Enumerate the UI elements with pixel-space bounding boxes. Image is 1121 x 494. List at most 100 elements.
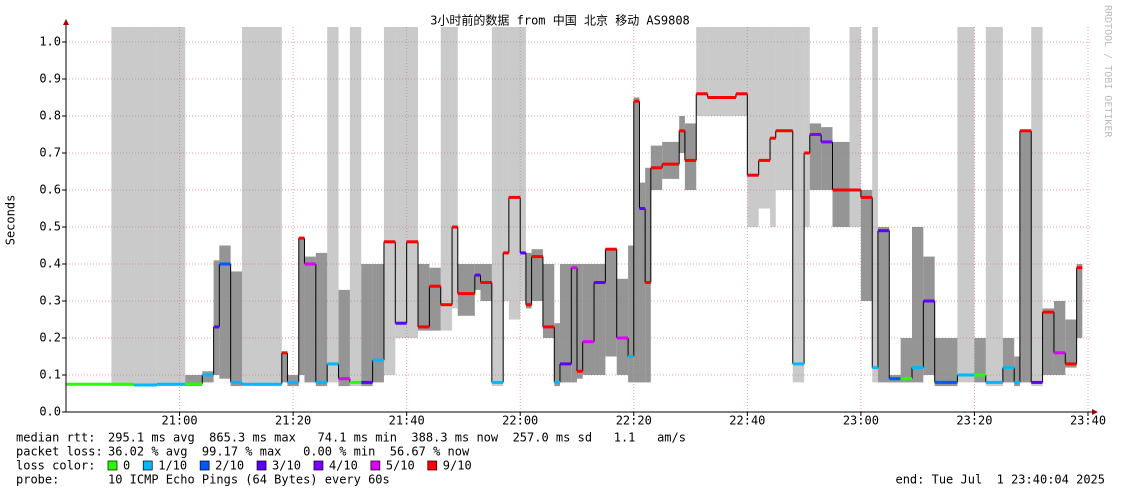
smoke	[457, 264, 475, 316]
x-tick-label: 21:20	[275, 414, 311, 428]
smoke	[582, 264, 595, 375]
smoke	[202, 371, 214, 383]
y-tick-label: 0.6	[39, 183, 61, 197]
legend-label: 3/10	[272, 459, 301, 473]
smoke	[872, 27, 878, 383]
smoke	[230, 271, 243, 387]
smoke	[747, 27, 759, 227]
smoke	[134, 27, 157, 387]
x-tick-label: 22:20	[616, 414, 652, 428]
stats-label: median rtt:	[16, 431, 95, 445]
smoke	[429, 267, 441, 331]
smoke	[616, 278, 629, 375]
y-tick-label: 0.9	[39, 72, 61, 86]
smoke	[594, 264, 606, 375]
smoke	[809, 123, 822, 190]
smoke	[696, 27, 708, 116]
y-tick-label: 1.0	[39, 35, 61, 49]
smoke	[923, 256, 935, 375]
smoke	[111, 27, 135, 387]
chart-title: 3小时前的数据 from 中国 北京 移动 AS9808	[430, 13, 690, 28]
smoke	[900, 338, 912, 383]
legend-label: 5/10	[386, 459, 415, 473]
smoke	[934, 338, 958, 387]
smoke	[440, 27, 453, 331]
legend-swatch	[107, 460, 118, 471]
smoke	[639, 182, 646, 383]
smoke	[327, 27, 339, 383]
smoke	[792, 27, 805, 383]
smoke	[525, 252, 532, 309]
smoke	[1031, 27, 1043, 387]
probe-label: probe:	[16, 473, 59, 487]
y-tick-label: 0.2	[39, 331, 61, 345]
x-tick-label: 21:00	[161, 414, 197, 428]
smoke	[298, 238, 305, 375]
smoke	[242, 27, 282, 387]
smoke	[554, 323, 560, 387]
legend-swatch	[313, 460, 324, 471]
smoke	[418, 264, 430, 331]
x-tick-label: 23:20	[956, 414, 992, 428]
smoke	[156, 27, 186, 387]
smoke	[832, 141, 850, 227]
legend-label: loss color:	[16, 459, 95, 473]
legend-swatch	[370, 460, 381, 471]
smoke	[474, 264, 481, 290]
smoke	[605, 249, 617, 357]
x-tick-label: 21:40	[389, 414, 425, 428]
smoke	[1042, 308, 1054, 375]
end-time: end: Tue Jul 1 23:40:04 2025	[895, 473, 1105, 487]
y-tick-label: 0.4	[39, 257, 61, 271]
legend-label: 4/10	[329, 459, 358, 473]
smoke	[684, 123, 697, 190]
smoke	[383, 27, 396, 375]
smoke	[707, 27, 719, 116]
smoke	[304, 256, 316, 383]
watermark: RRDTOOL / TOBI OETIKER	[1102, 5, 1113, 138]
y-tick-label: 0.3	[39, 294, 61, 308]
stats-label: packet loss:	[16, 445, 103, 459]
smoke	[718, 27, 736, 116]
smoke	[679, 116, 685, 153]
legend-swatch	[256, 460, 267, 471]
smoke	[770, 27, 776, 227]
stats-text: 36.02 % avg 99.17 % max 0.00 % min 56.67…	[108, 445, 470, 459]
smoke	[542, 264, 555, 338]
smoke	[860, 190, 873, 301]
legend-swatch	[142, 460, 153, 471]
smoke	[804, 27, 810, 227]
smoke	[633, 97, 640, 383]
x-tick-label: 23:00	[843, 414, 879, 428]
probe-text: 10 ICMP Echo Pings (64 Bytes) every 60s	[108, 473, 390, 487]
smoke	[1065, 319, 1077, 368]
smoke	[491, 27, 504, 387]
smoke	[628, 245, 634, 383]
smoke	[508, 27, 521, 320]
smoke	[503, 27, 509, 301]
legend-label: 9/10	[443, 459, 472, 473]
plot-area	[66, 27, 1083, 387]
smoke	[1002, 338, 1015, 383]
smoke	[531, 249, 543, 301]
legend-label: 2/10	[215, 459, 244, 473]
smoke	[372, 264, 384, 383]
smoke	[571, 264, 577, 383]
y-axis-label: Seconds	[4, 195, 18, 246]
y-tick-label: 0.1	[39, 368, 61, 382]
smoke	[287, 375, 299, 387]
smoke	[281, 352, 288, 383]
x-tick-label: 22:00	[502, 414, 538, 428]
x-tick-label: 23:40	[1070, 414, 1106, 428]
smoke	[985, 27, 1003, 387]
smoke	[775, 27, 793, 190]
smoke	[662, 141, 680, 179]
smoke	[577, 264, 583, 379]
y-tick-label: 0.8	[39, 109, 61, 123]
smoke	[395, 27, 407, 338]
smoke	[877, 227, 890, 383]
x-tick-label: 22:40	[729, 414, 765, 428]
y-tick-label: 0.5	[39, 220, 61, 234]
legend-label: 1/10	[158, 459, 187, 473]
